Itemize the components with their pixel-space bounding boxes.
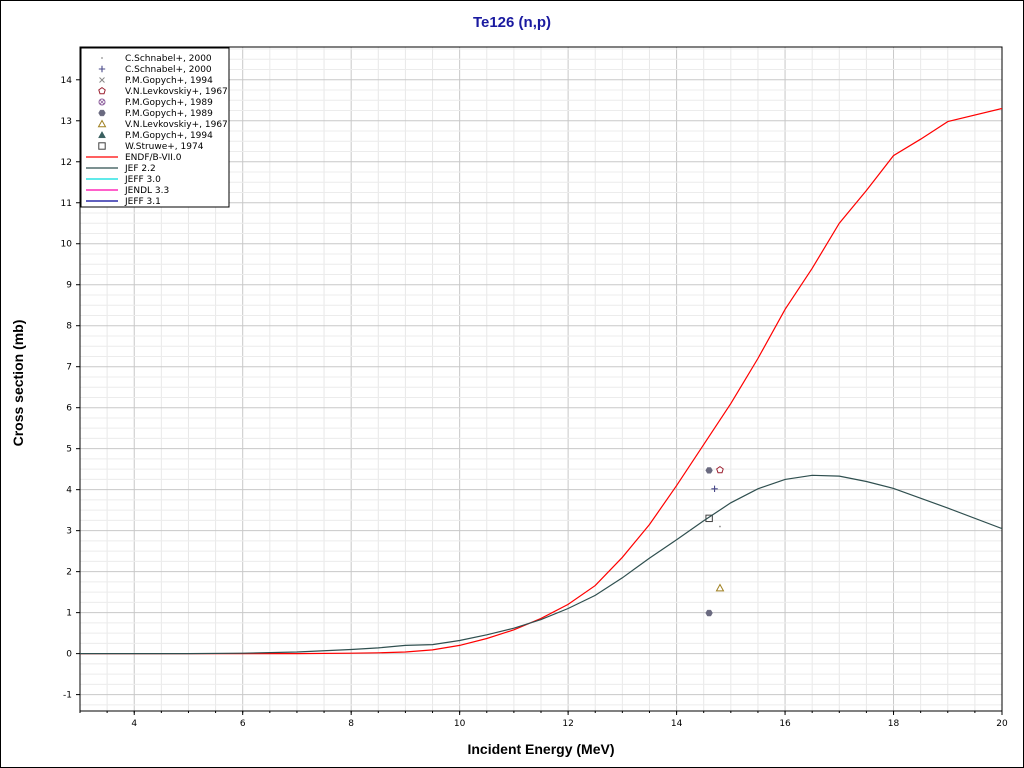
- y-tick-label: -1: [63, 691, 72, 701]
- legend-label: C.Schnabel+, 2000: [125, 54, 212, 64]
- legend-swatch: [99, 99, 105, 105]
- y-tick-label: 1: [66, 609, 72, 619]
- legend-label: JEFF 3.1: [124, 197, 161, 207]
- series-1: [711, 485, 718, 493]
- legend-item: P.M.Gopych+, 1989: [98, 98, 213, 108]
- legend-swatch: [99, 77, 105, 83]
- y-tick-label: 9: [66, 281, 72, 291]
- legend-swatch: [98, 109, 106, 117]
- legend-swatch: [98, 65, 106, 73]
- y-tick-label: 13: [61, 117, 72, 127]
- y-tick-label: 11: [61, 199, 72, 209]
- data-point: [705, 514, 713, 523]
- legend-item: V.N.Levkovskiy+, 1967: [98, 86, 228, 97]
- legend-item: JEFF 3.1: [86, 197, 161, 207]
- y-tick-label: 7: [66, 363, 72, 373]
- legend-label: JEF 2.2: [124, 164, 156, 174]
- x-tick-label: 8: [348, 719, 354, 729]
- series-5: [705, 467, 713, 617]
- legend-label: W.Struwe+, 1974: [125, 142, 204, 152]
- legend-item: P.M.Gopych+, 1994: [99, 76, 213, 86]
- y-tick-label: 12: [61, 158, 72, 168]
- series-3: [716, 465, 724, 474]
- x-tick-label: 18: [888, 719, 900, 729]
- y-tick-label: 5: [66, 445, 72, 455]
- legend-item: JEFF 3.0: [86, 175, 161, 185]
- legend-item: V.N.Levkovskiy+, 1967: [97, 119, 228, 130]
- data-point: [711, 485, 718, 493]
- legend-label: V.N.Levkovskiy+, 1967: [125, 87, 228, 97]
- legend-label: JENDL 3.3: [124, 186, 169, 196]
- data-point: [716, 465, 724, 474]
- x-tick-label: 14: [671, 719, 683, 729]
- y-tick-label: 0: [66, 650, 72, 660]
- legend-swatch: [101, 57, 103, 59]
- x-tick-label: 12: [562, 719, 573, 729]
- legend-swatch: [97, 119, 107, 128]
- legend-item: W.Struwe+, 1974: [98, 142, 204, 152]
- legend-item: C.Schnabel+, 2000: [98, 65, 212, 75]
- legend-swatch: [98, 86, 106, 95]
- legend-label: P.M.Gopych+, 1994: [125, 76, 213, 86]
- legend-label: P.M.Gopych+, 1994: [125, 131, 213, 141]
- legend-item: JENDL 3.3: [86, 186, 169, 196]
- series-line: [80, 474, 1002, 655]
- legend-item: P.M.Gopych+, 1989: [98, 109, 213, 119]
- legend-swatch: [98, 130, 106, 139]
- data-point: [719, 525, 721, 528]
- y-tick-label: 3: [66, 527, 72, 537]
- grid: [79, 47, 1003, 711]
- y-tick-label: 10: [61, 240, 73, 250]
- y-tick-label: 6: [66, 404, 72, 414]
- x-tick-label: 10: [454, 719, 466, 729]
- legend-label: V.N.Levkovskiy+, 1967: [125, 120, 228, 130]
- series-0: [719, 525, 721, 528]
- chart-title: Te126 (n,p): [472, 14, 552, 31]
- x-tick-label: 16: [779, 719, 791, 729]
- legend-swatch: [98, 142, 106, 150]
- y-tick-label: 4: [66, 486, 72, 496]
- x-axis-label: Incident Energy (MeV): [467, 741, 615, 757]
- legend-item: ENDF/B-VII.0: [86, 153, 182, 163]
- data-point: [705, 609, 713, 617]
- x-tick-label: 20: [996, 719, 1008, 729]
- series-10: [80, 474, 1002, 655]
- legend-item: C.Schnabel+, 2000: [101, 54, 212, 64]
- series-8: [705, 514, 713, 523]
- legend-label: P.M.Gopych+, 1989: [125, 109, 213, 119]
- series-9: [80, 107, 1002, 655]
- legend-label: ENDF/B-VII.0: [125, 153, 182, 163]
- y-tick-label: 14: [61, 76, 73, 86]
- data-point: [715, 583, 725, 592]
- legend-label: C.Schnabel+, 2000: [125, 65, 212, 75]
- legend-item: JEF 2.2: [86, 164, 156, 174]
- legend-box: [80, 47, 230, 208]
- series-line: [80, 107, 1002, 655]
- legend-label: P.M.Gopych+, 1989: [125, 98, 213, 108]
- y-tick-label: 8: [66, 322, 72, 332]
- series-6: [715, 583, 725, 592]
- legend-item: P.M.Gopych+, 1994: [98, 130, 213, 141]
- x-tick-label: 6: [240, 719, 246, 729]
- legend-label: JEFF 3.0: [124, 175, 161, 185]
- y-tick-label: 2: [66, 568, 72, 578]
- data-point: [705, 467, 713, 474]
- x-tick-label: 4: [131, 719, 137, 729]
